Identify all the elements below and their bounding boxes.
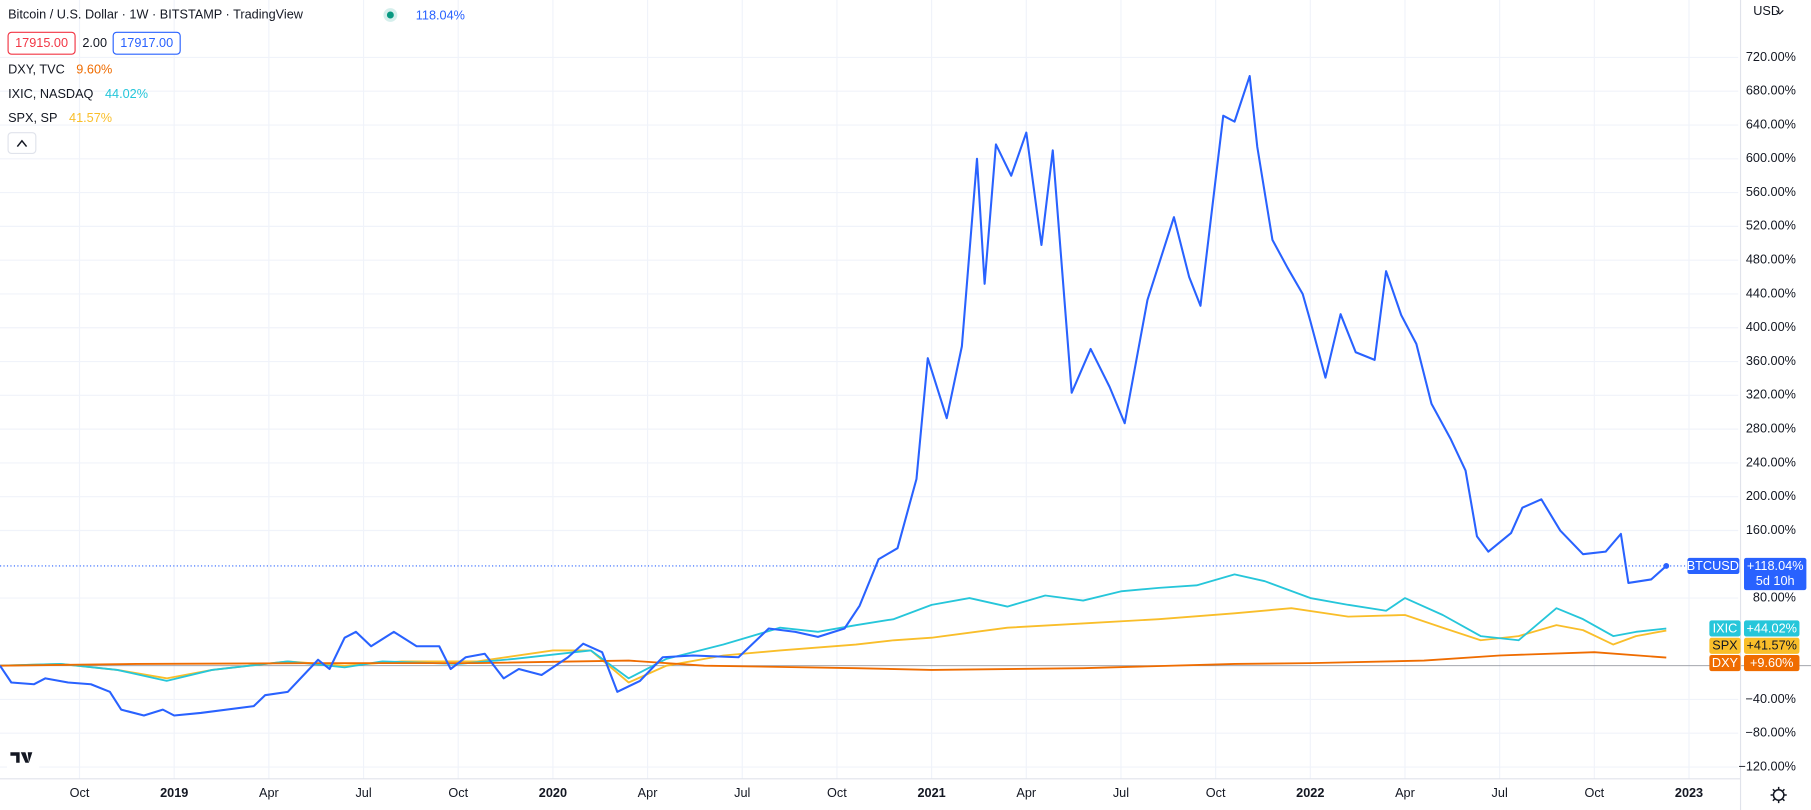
tag-symbol: DXY — [1712, 656, 1739, 670]
gear-ring[interactable] — [1772, 789, 1785, 801]
x-tick-label: Oct — [827, 786, 847, 800]
status-dot — [386, 11, 394, 19]
y-tick-label: 400.00% — [1746, 320, 1796, 334]
x-tick-label: 2022 — [1296, 786, 1324, 800]
y-tick-label: 200.00% — [1746, 489, 1796, 503]
series-line — [0, 573, 1667, 682]
legend-name: SPX, SP — [8, 111, 57, 125]
y-tick-label: 240.00% — [1746, 455, 1796, 469]
y-tick-label: −80.00% — [1746, 726, 1796, 740]
ask-price[interactable]: 17917.00 — [120, 36, 173, 50]
series-line — [0, 607, 1667, 684]
y-tick-label: 720.00% — [1746, 50, 1796, 64]
tag-value: +41.57% — [1746, 639, 1796, 653]
x-tick-label: Jul — [1492, 786, 1508, 800]
last-point — [1663, 563, 1670, 569]
price-tags: BTCUSD +118.04%5d 10h IXIC +44.02% SPX +41.57… — [1687, 557, 1807, 672]
y-tick-label: 640.00% — [1746, 117, 1796, 131]
y-tick-label: −40.00% — [1746, 692, 1796, 706]
legend-value: 41.57% — [69, 111, 112, 125]
y-tick-label: 160.00% — [1746, 523, 1796, 537]
x-tick-label: 2019 — [160, 786, 188, 800]
x-tick-label: Apr — [1395, 786, 1416, 800]
currency-chevron[interactable] — [1775, 9, 1784, 15]
x-tick-label: Jul — [355, 786, 371, 800]
tag-value-bg — [1744, 655, 1800, 672]
tag-symbol-bg — [1709, 620, 1741, 637]
x-tick-label: Apr — [259, 786, 280, 800]
plot — [0, 75, 1739, 717]
grid — [0, 0, 1811, 779]
x-tick-label: Oct — [70, 786, 90, 800]
tag-value-bg — [1744, 557, 1807, 591]
series-line — [0, 75, 1667, 717]
tag-symbol-bg — [1687, 557, 1740, 575]
bid-price[interactable]: 17915.00 — [15, 36, 68, 50]
y-tick-label: 320.00% — [1746, 388, 1796, 402]
tag-value: +118.04% — [1747, 559, 1804, 573]
x-tick-label: Jul — [734, 786, 750, 800]
tag-symbol: SPX — [1712, 639, 1738, 653]
y-tick-label: 680.00% — [1746, 84, 1796, 98]
y-tick-label: 480.00% — [1746, 253, 1796, 267]
legend-name: IXIC, NASDAQ — [8, 87, 93, 101]
axes: Oct 2019 Apr Jul Oct 2020 Apr Jul Oct 2021 Apr Jul O… — [70, 50, 1796, 800]
tag-value: +9.60% — [1750, 656, 1793, 670]
logo-mark[interactable] — [10, 752, 33, 763]
x-tick-label: Oct — [1584, 786, 1604, 800]
legend-value: 118.04% — [416, 9, 465, 23]
y-tick-label: 80.00% — [1753, 590, 1796, 604]
y-tick-label: 560.00% — [1746, 185, 1796, 199]
tag-symbol: BTCUSD — [1687, 559, 1739, 573]
spread: 2.00 — [82, 36, 107, 50]
tag-value-bg — [1744, 620, 1800, 637]
legend-name: DXY, TVC — [8, 63, 65, 77]
x-tick-label: Apr — [1016, 786, 1037, 800]
logo-bg[interactable] — [6, 744, 40, 772]
tag-value-bg — [1744, 637, 1800, 654]
x-tick-label: Oct — [448, 786, 468, 800]
bid-box[interactable] — [7, 31, 76, 55]
x-tick-label: Jul — [1113, 786, 1129, 800]
tradingview-logo[interactable] — [6, 744, 40, 772]
collapse-icon[interactable] — [16, 139, 28, 148]
tag-symbol-bg — [1709, 655, 1741, 672]
currency-label[interactable]: USD — [1753, 4, 1780, 18]
y-tick-label: 520.00% — [1746, 219, 1796, 233]
x-tick-label: 2020 — [539, 786, 567, 800]
legend: DXY, TVC 9.60% IXIC, NASDAQ 44.02% SPX, SP 41… — [8, 63, 148, 125]
x-tick-label: Apr — [638, 786, 659, 800]
tag-value: +44.02% — [1746, 621, 1796, 635]
x-tick-label: 2023 — [1675, 786, 1703, 800]
y-tick-label: 600.00% — [1746, 151, 1796, 165]
chart-title: Bitcoin / U.S. Dollar · 1W · BITSTAMP · … — [8, 7, 304, 21]
tag-countdown: 5d 10h — [1756, 574, 1795, 588]
y-tick-label: 440.00% — [1746, 286, 1796, 300]
legend-value: 9.60% — [76, 63, 112, 77]
gear-teeth[interactable] — [1770, 786, 1787, 804]
tag-symbol: IXIC — [1713, 621, 1738, 635]
legend-value: 44.02% — [105, 87, 148, 101]
x-tick-label: 2021 — [917, 786, 945, 800]
ask-box[interactable] — [112, 31, 181, 55]
y-tick-label: 360.00% — [1746, 354, 1796, 368]
x-tick-label: Oct — [1206, 786, 1226, 800]
series-line — [0, 651, 1667, 671]
tag-symbol-bg — [1709, 637, 1741, 654]
y-tick-label: 280.00% — [1746, 421, 1796, 435]
y-tick-label: −120.00% — [1738, 759, 1796, 773]
settings-button[interactable] — [1770, 786, 1787, 804]
collapse-button[interactable] — [7, 132, 37, 155]
